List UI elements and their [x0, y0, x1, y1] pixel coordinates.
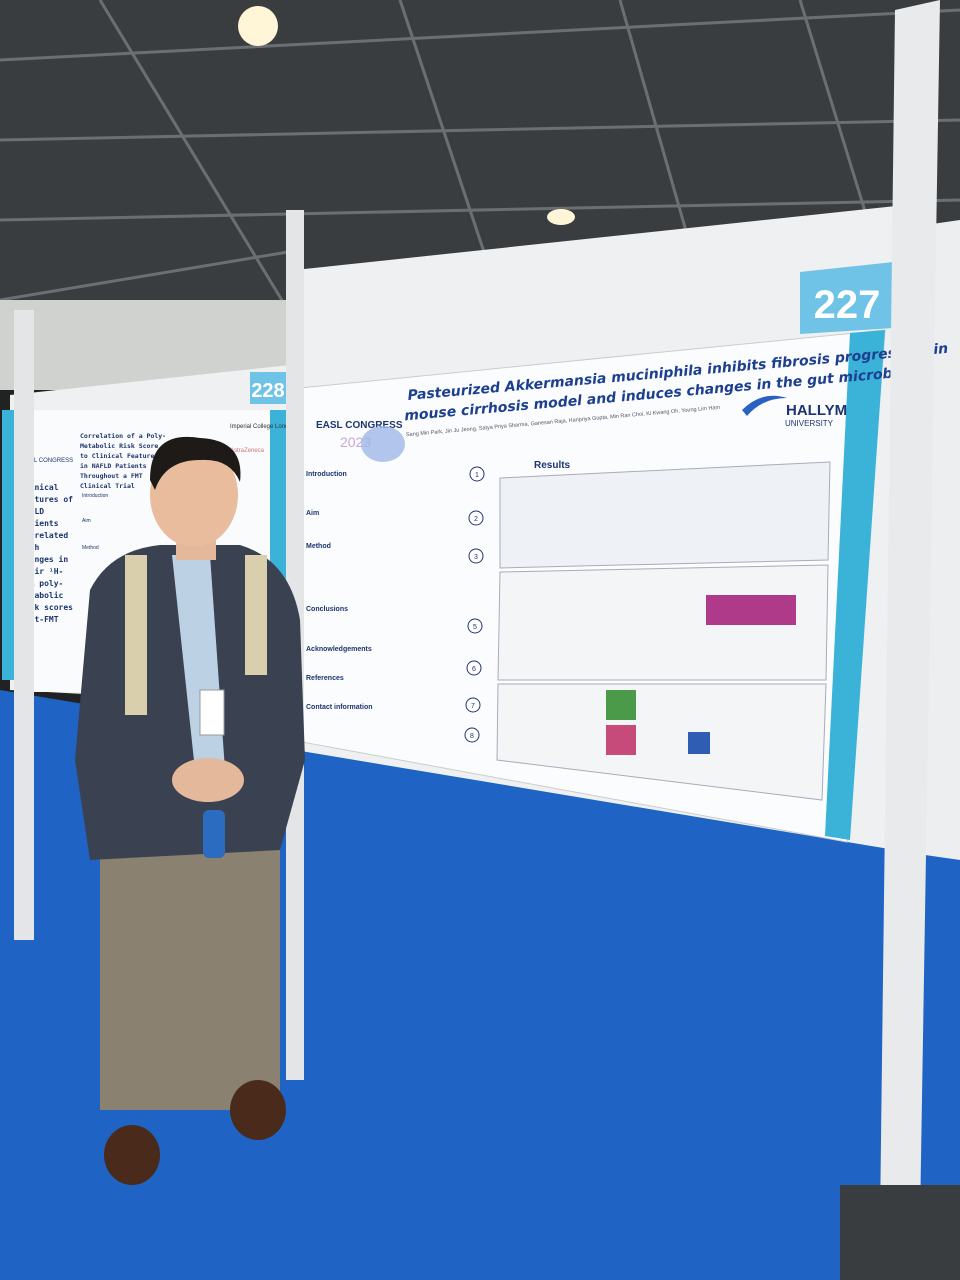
hallym-logo: HALLYM [786, 402, 847, 419]
bag [840, 1185, 960, 1280]
side-title-line: NMR poly- [20, 579, 63, 588]
side-title-line: metabolic [20, 590, 64, 600]
section-number: 7 [471, 703, 475, 710]
side-title-line: Clinical [20, 482, 59, 492]
microbiome-bar-chart [606, 725, 636, 755]
hands [172, 758, 244, 802]
name-badge [199, 689, 225, 736]
section-number: 2 [474, 516, 478, 523]
poster-side-strip [2, 410, 16, 680]
section-label: References [306, 675, 344, 682]
title-line: Metabolic Risk Score [80, 442, 158, 450]
section-label: Aim [306, 510, 319, 517]
shoe [104, 1125, 160, 1185]
title-line: Throughout a FMT [80, 472, 143, 480]
person [75, 436, 305, 1185]
backpack-strap [125, 555, 147, 715]
institution-logo: Imperial College London [230, 424, 295, 430]
section-label: Conclusions [306, 606, 348, 613]
results-figure [496, 683, 827, 801]
results-heading: Results [534, 460, 571, 471]
easl-logo: EASL CONGRESS [316, 420, 403, 431]
easl-logo: EASL CONGRESS [22, 458, 73, 464]
results-figure [497, 564, 829, 681]
hallym-sub: UNIVERSITY [785, 419, 834, 428]
section-list: Introduction 1 Aim 2 Method 3 Conclusion… [306, 466, 485, 743]
trousers [100, 840, 280, 1110]
microbiome-bar-chart [606, 690, 636, 720]
hair [150, 436, 241, 490]
histology-images [706, 595, 796, 625]
poster-side-strip [270, 410, 286, 610]
section-label: Introduction [306, 471, 347, 478]
board-number: 227 [814, 283, 881, 327]
left-poster-title: Correlation of a Poly- Metabolic Risk Sc… [80, 432, 166, 490]
section-label: Introduction [82, 493, 108, 499]
ceiling-light [547, 209, 575, 225]
section-number: 3 [474, 554, 478, 561]
results-figure [499, 461, 831, 569]
side-title-line: correlated [20, 531, 68, 540]
board-number-badge [800, 262, 893, 334]
board-number-badge [250, 372, 286, 404]
shoe [230, 1080, 286, 1140]
section-label: Contact information [306, 704, 373, 711]
ceiling-light [238, 6, 278, 46]
section-number: 8 [470, 733, 474, 740]
microbiome-bar-chart [688, 732, 710, 754]
left-poster-side-title: Clinical features of NAFLD patients corr… [20, 482, 73, 624]
section-label: Acknowledgements [306, 646, 372, 653]
section-label: Aim [82, 518, 91, 524]
side-title-line: patients [20, 518, 59, 528]
liver-logo [361, 426, 405, 462]
poster-side-strip [825, 330, 885, 840]
section-number: 6 [472, 666, 476, 673]
side-title-line: changes in [20, 554, 68, 564]
sponsor-logo: AstraZeneca [230, 448, 265, 454]
section-label: Method [82, 545, 99, 551]
title-line: Clinical Trial [80, 482, 135, 490]
section-label: Method [306, 543, 331, 550]
board-pole [880, 0, 940, 1220]
section-number: 1 [475, 472, 479, 479]
side-title-line: post-FMT [20, 615, 59, 624]
title-line: in NAFLD Patients [80, 462, 147, 470]
title-line: Correlation of a Poly- [80, 432, 166, 440]
side-title-line: their ¹H- [20, 566, 63, 576]
water-bottle [203, 810, 225, 858]
side-title-line: features of [20, 495, 73, 504]
board-number: 228 [251, 380, 284, 402]
section-number: 5 [473, 624, 477, 631]
board-pole [14, 310, 34, 940]
side-title-line: risk scores [20, 602, 73, 612]
hallym-logo-icon [742, 395, 787, 416]
face [150, 443, 238, 547]
backpack-strap [245, 555, 267, 675]
title-line: to Clinical Features [80, 452, 158, 460]
